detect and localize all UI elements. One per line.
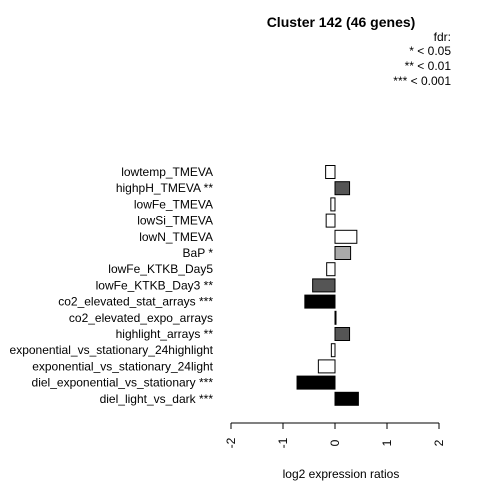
x-tick-label-1: -2 — [224, 437, 238, 448]
chart-title: Cluster 142 (46 genes) — [267, 14, 416, 30]
category-label-15: diel_light_vs_dark *** — [100, 392, 214, 406]
bar-3 — [330, 197, 336, 212]
category-label-2: highpH_TMEVA ** — [116, 181, 213, 195]
bars — [296, 165, 359, 406]
bar-6 — [334, 246, 352, 260]
category-label-1: lowtemp_TMEVA — [121, 165, 213, 179]
legend-title: fdr: — [434, 30, 451, 44]
bar-5 — [334, 229, 358, 244]
bar-9 — [304, 294, 336, 309]
x-tick-label-4: 1 — [380, 439, 394, 446]
category-label-13: exponential_vs_stationary_24light — [32, 359, 213, 373]
x-axis-label: log2 expression ratios — [283, 467, 400, 481]
x-tick-label-2: -1 — [276, 437, 290, 448]
legend-entry-fdr-0-01: ** < 0.01 — [405, 59, 452, 73]
category-label-5: lowN_TMEVA — [139, 230, 213, 244]
x-tick-label-5: 2 — [432, 439, 446, 446]
category-label-3: lowFe_TMEVA — [134, 197, 213, 211]
x-axis: -2 -1 0 1 2 — [224, 422, 446, 448]
category-label-9: co2_elevated_stat_arrays *** — [58, 295, 213, 309]
category-label-11: highlight_arrays ** — [116, 327, 214, 341]
bar-4 — [325, 213, 336, 228]
bar-13 — [317, 359, 336, 374]
category-label-12: exponential_vs_stationary_24highlight — [10, 343, 214, 357]
category-label-14: diel_exponential_vs_stationary *** — [32, 376, 214, 390]
bar-14 — [296, 375, 336, 390]
legend-entry-fdr-0-001: *** < 0.001 — [393, 74, 451, 88]
bar-7 — [326, 262, 336, 277]
category-label-10: co2_elevated_expo_arrays — [69, 311, 213, 325]
category-label-7: lowFe_KTKB_Day5 — [108, 262, 213, 276]
bar-8 — [312, 278, 336, 293]
category-label-6: BaP * — [183, 246, 214, 260]
bar-11 — [334, 327, 351, 341]
bar-1 — [325, 165, 336, 179]
category-label-4: lowSi_TMEVA — [137, 214, 213, 228]
category-label-8: lowFe_KTKB_Day3 ** — [96, 278, 214, 292]
x-ticks: -2 -1 0 1 2 — [224, 423, 446, 448]
bar-10 — [334, 310, 337, 325]
bar-2 — [334, 181, 351, 196]
bar-15 — [334, 391, 359, 406]
legend: fdr: * < 0.05 ** < 0.01 *** < 0.001 — [393, 30, 451, 88]
bar-12 — [330, 343, 336, 358]
legend-entry-fdr-0-05: * < 0.05 — [409, 44, 451, 58]
x-tick-label-3: 0 — [328, 439, 342, 446]
category-labels: lowtemp_TMEVA highpH_TMEVA ** lowFe_TMEVAl… — [10, 165, 214, 406]
